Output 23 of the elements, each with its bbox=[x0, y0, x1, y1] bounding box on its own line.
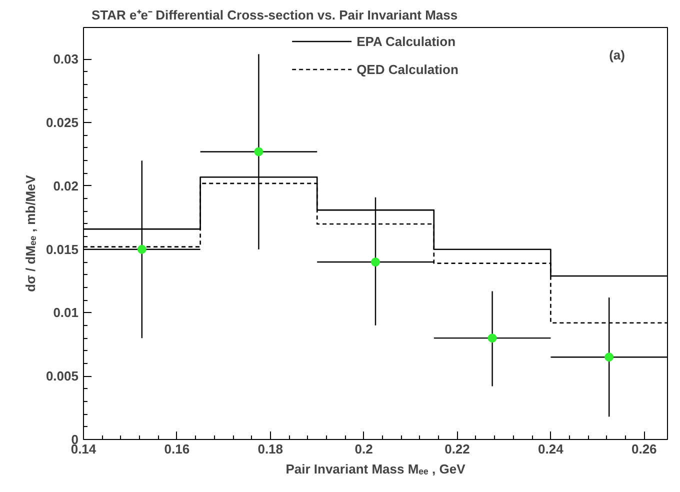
y-tick-label: 0.025 bbox=[46, 115, 79, 130]
point bbox=[488, 334, 497, 343]
x-tick-label: 0.16 bbox=[164, 442, 190, 456]
x-axis-title: Pair Invariant Mass Mₑₑ , GeV bbox=[286, 462, 466, 476]
annotation: (a) bbox=[609, 48, 625, 63]
legend-label: EPA Calculation bbox=[356, 34, 456, 48]
chart-title: STAR e⁺e⁻ Differential Cross-section vs. Pair Invariant Mass bbox=[92, 8, 458, 22]
x-tick-label: 0.22 bbox=[444, 442, 470, 456]
legend-label: QED Calculation bbox=[356, 62, 458, 76]
y-tick-label: 0.005 bbox=[46, 368, 79, 384]
point bbox=[371, 258, 380, 267]
x-tick-label: 0.24 bbox=[538, 442, 564, 456]
point bbox=[137, 244, 146, 254]
x-tick-label: 0.18 bbox=[258, 442, 284, 456]
x-tick-label: 0.2 bbox=[354, 442, 373, 456]
point bbox=[254, 147, 264, 156]
y-tick-label: 0.015 bbox=[46, 242, 79, 257]
y-axis-title: dσ / dMₑₑ , mb/MeV bbox=[22, 174, 38, 292]
y-tick-label: 0.02 bbox=[53, 178, 79, 194]
point bbox=[604, 352, 614, 362]
x-tick-label: 0.26 bbox=[631, 442, 657, 456]
y-tick-label: 0.01 bbox=[53, 305, 79, 320]
y-tick-label: 0.03 bbox=[53, 52, 79, 67]
